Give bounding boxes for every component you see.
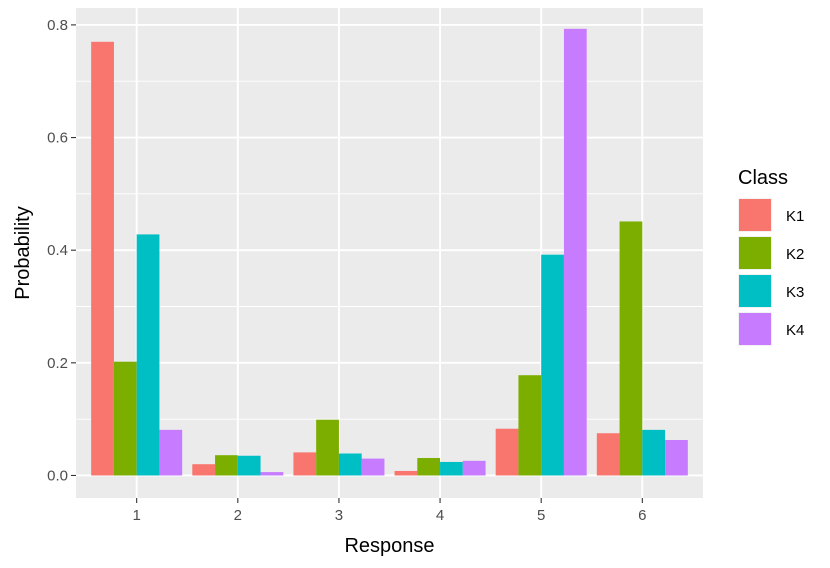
- bar-k3-3: [338, 453, 362, 476]
- panel-background: [76, 8, 703, 498]
- bar-k3-6: [642, 429, 666, 476]
- legend-swatch-k1: [739, 199, 771, 231]
- legend-swatch-k3: [739, 275, 771, 307]
- bar-k3-4: [440, 461, 463, 476]
- bar-k1-1: [91, 41, 114, 476]
- bar-k1-6: [596, 433, 620, 476]
- x-tick-label: 5: [537, 507, 545, 524]
- x-tick-label: 2: [234, 507, 242, 524]
- bar-k2-1: [113, 361, 137, 476]
- bar-k1-2: [192, 464, 216, 476]
- bar-k2-5: [518, 375, 542, 476]
- x-axis-title: Response: [344, 535, 434, 557]
- x-axis: 1 2 3 4 5 6: [133, 498, 646, 524]
- legend-label-k4: K4: [786, 322, 804, 339]
- bar-k4-3: [361, 458, 385, 476]
- legend-label-k3: K3: [786, 284, 804, 301]
- bar-k2-2: [215, 455, 238, 476]
- minor-gridlines: [76, 80, 703, 420]
- bar-k3-1: [136, 234, 160, 476]
- bar-k2-6: [619, 221, 643, 476]
- bar-k2-3: [316, 419, 339, 476]
- y-tick-label: 0.6: [47, 130, 68, 147]
- x-tick-label: 1: [133, 507, 141, 524]
- bar-k4-4: [462, 460, 486, 476]
- legend-swatch-k4: [739, 313, 771, 345]
- legend-title: Class: [738, 167, 788, 189]
- bar-k1-5: [495, 428, 519, 476]
- y-tick-label: 0.2: [47, 355, 68, 372]
- bar-k2-4: [417, 458, 441, 476]
- bar-k1-4: [394, 470, 418, 476]
- legend: Class K1 K2 K3 K4: [738, 167, 804, 346]
- x-tick-label: 3: [335, 507, 343, 524]
- legend-label-k2: K2: [786, 246, 804, 263]
- legend-label-k1: K1: [786, 208, 804, 225]
- y-tick-label: 0.4: [47, 242, 68, 259]
- bar-k4-5: [563, 28, 587, 476]
- bars-layer: [91, 28, 688, 476]
- x-tick-label: 6: [638, 507, 646, 524]
- bar-k3-2: [237, 455, 261, 476]
- bar-k4-2: [260, 472, 284, 476]
- y-tick-label: 0.0: [47, 467, 68, 484]
- x-tick-label: 4: [436, 507, 444, 524]
- y-axis-title: Probability: [12, 206, 34, 299]
- bar-k3-5: [541, 254, 564, 476]
- bar-k1-3: [293, 452, 317, 476]
- y-tick-label: 0.8: [47, 17, 68, 34]
- bar-k4-6: [665, 439, 688, 476]
- legend-swatch-k2: [739, 237, 771, 269]
- bar-k4-1: [159, 429, 183, 476]
- y-axis: 0.0 0.2 0.4 0.6 0.8: [47, 17, 76, 484]
